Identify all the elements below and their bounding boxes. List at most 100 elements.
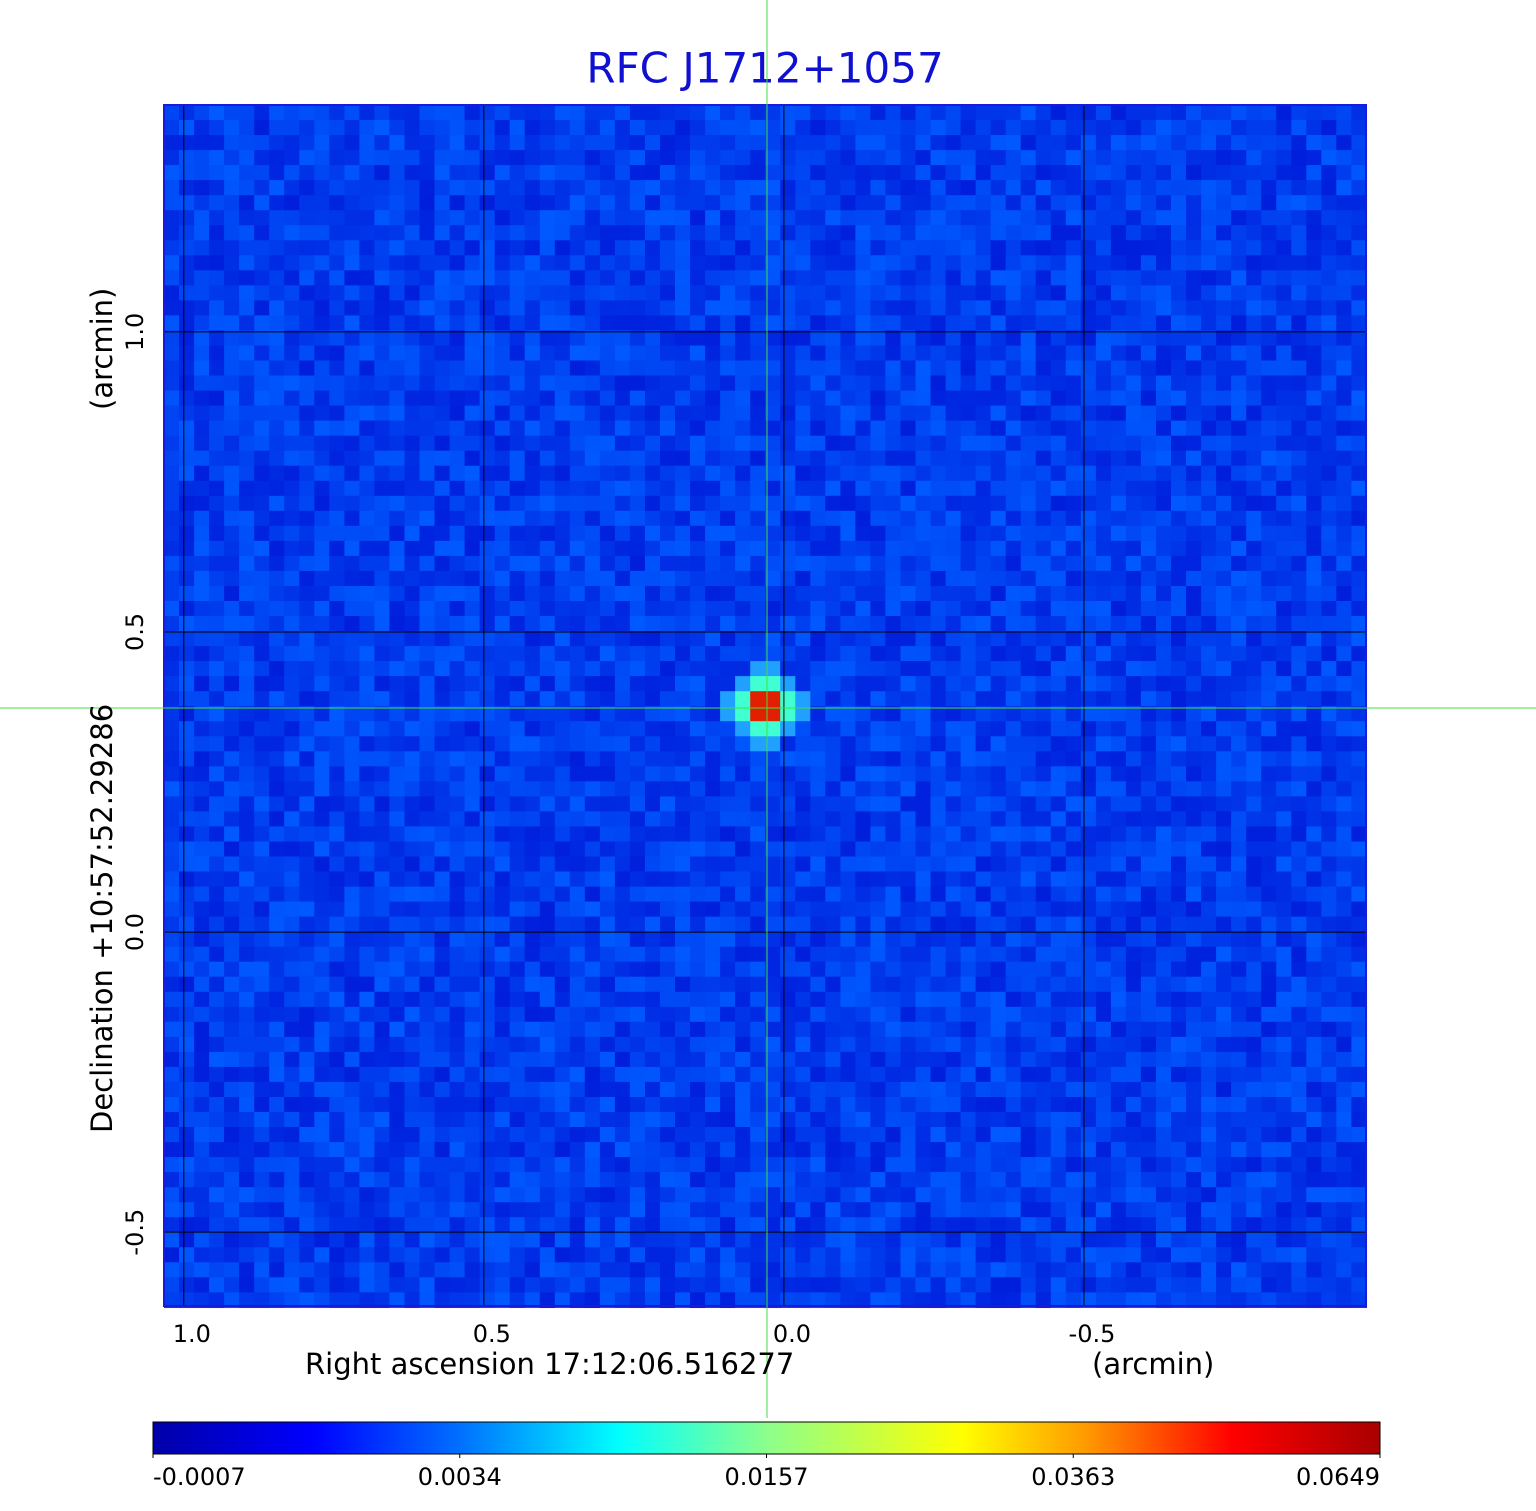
image-pixel [855, 240, 872, 256]
image-pixel [179, 360, 195, 377]
image-pixel [179, 270, 195, 286]
image-pixel [389, 916, 406, 933]
image-pixel [404, 330, 421, 347]
image-pixel [1140, 435, 1157, 452]
image-pixel [209, 826, 225, 843]
image-pixel [374, 495, 391, 512]
image-pixel [1065, 345, 1082, 362]
image-pixel [840, 390, 857, 407]
image-pixel [419, 570, 436, 587]
image-pixel [885, 946, 902, 963]
image-pixel [284, 601, 300, 617]
image-pixel [434, 450, 451, 467]
image-pixel [1140, 826, 1157, 843]
image-pixel [179, 375, 195, 392]
image-pixel [870, 856, 887, 873]
image-pixel [840, 841, 857, 858]
image-pixel [1095, 931, 1112, 948]
image-pixel [299, 901, 315, 918]
image-pixel [1351, 646, 1368, 662]
image-pixel [735, 150, 751, 166]
image-pixel [374, 766, 391, 782]
image-pixel [254, 210, 270, 226]
image-pixel [1125, 871, 1142, 888]
image-pixel [434, 345, 451, 362]
image-pixel [1171, 736, 1187, 752]
image-pixel [179, 120, 195, 136]
image-pixel [449, 345, 466, 362]
image-pixel [554, 120, 571, 136]
image-pixel [569, 525, 586, 542]
image-pixel [434, 976, 451, 993]
image-pixel [780, 495, 796, 512]
image-pixel [720, 751, 736, 767]
image-pixel [645, 676, 661, 692]
image-pixel [614, 465, 631, 482]
image-pixel [1306, 751, 1322, 767]
image-pixel [554, 165, 571, 181]
image-pixel [1276, 495, 1292, 512]
image-pixel [494, 871, 511, 888]
image-pixel [584, 706, 601, 722]
image-pixel [1246, 330, 1262, 347]
image-pixel [539, 570, 556, 587]
image-pixel [509, 390, 526, 407]
image-pixel [599, 616, 616, 632]
image-pixel [359, 946, 376, 963]
image-pixel [434, 916, 451, 933]
image-pixel [539, 976, 556, 993]
image-pixel [554, 240, 571, 256]
image-pixel [690, 706, 706, 722]
image-pixel [885, 150, 902, 166]
image-pixel [224, 721, 240, 737]
image-pixel [1246, 240, 1262, 256]
image-pixel [584, 946, 601, 963]
image-pixel [1276, 255, 1292, 271]
image-pixel [735, 405, 751, 422]
image-pixel [1306, 450, 1322, 467]
image-pixel [660, 676, 676, 692]
image-pixel [975, 721, 992, 737]
image-pixel [975, 465, 992, 482]
image-pixel [1351, 781, 1368, 798]
image-pixel [179, 450, 195, 467]
image-pixel [284, 180, 300, 196]
image-pixel [990, 961, 1007, 978]
image-pixel [569, 631, 586, 647]
image-pixel [509, 255, 526, 271]
image-pixel [1125, 300, 1142, 317]
image-pixel [1306, 240, 1322, 256]
image-pixel [254, 931, 270, 948]
image-pixel [599, 285, 616, 302]
image-pixel [1246, 841, 1262, 858]
image-pixel [885, 405, 902, 422]
image-pixel [1005, 841, 1022, 858]
image-pixel [449, 826, 466, 843]
image-pixel [780, 195, 796, 211]
image-pixel [569, 616, 586, 632]
image-pixel [660, 931, 676, 948]
image-pixel [1171, 315, 1187, 332]
image-pixel [1276, 270, 1292, 286]
image-pixel [1156, 150, 1172, 166]
image-pixel [1291, 225, 1307, 241]
image-pixel [1035, 420, 1052, 437]
image-pixel [855, 661, 872, 677]
image-pixel [614, 856, 631, 873]
image-pixel [389, 195, 406, 211]
image-pixel [359, 796, 376, 813]
image-pixel [224, 570, 240, 587]
image-pixel [810, 781, 826, 798]
image-pixel [539, 736, 556, 752]
image-pixel [1065, 706, 1082, 722]
image-pixel [1171, 856, 1187, 873]
image-pixel [1140, 255, 1157, 271]
image-pixel [1050, 661, 1067, 677]
image-pixel [1261, 721, 1277, 737]
image-pixel [1140, 555, 1157, 572]
image-pixel [569, 330, 586, 347]
image-pixel [675, 991, 691, 1008]
image-pixel [569, 180, 586, 196]
image-pixel [1050, 165, 1067, 181]
